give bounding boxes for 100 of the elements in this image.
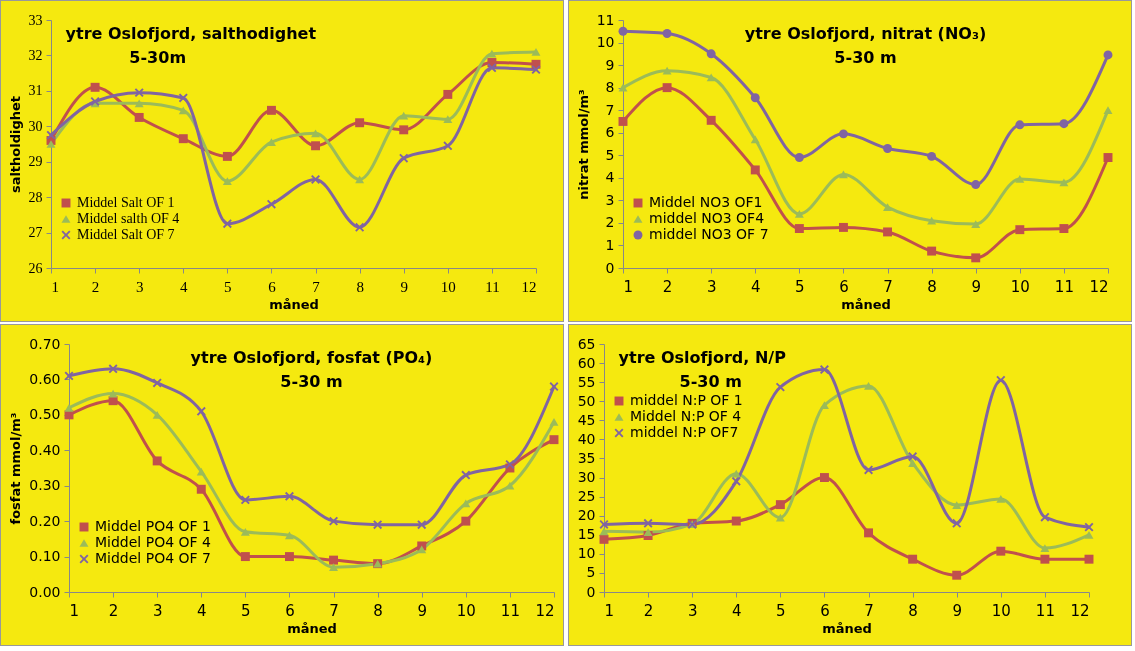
y-tick-label: 29 bbox=[28, 154, 43, 170]
x-tick-label: 7 bbox=[864, 601, 874, 620]
x-tick-label: 1 bbox=[623, 277, 634, 296]
y-tick-label: 65 bbox=[577, 335, 596, 352]
chart-title: ytre Oslofjord, N/P bbox=[618, 348, 787, 367]
y-tick-label: 25 bbox=[577, 488, 596, 505]
y-tick-label: 35 bbox=[577, 449, 596, 466]
y-tick-label: 50 bbox=[577, 392, 596, 409]
y-tick-label: 33 bbox=[28, 12, 43, 28]
y-tick-label: 0 bbox=[586, 583, 596, 600]
y-tick-label: 0.40 bbox=[29, 441, 61, 458]
x-tick-label: 10 bbox=[456, 601, 476, 620]
x-tick-label: 12 bbox=[535, 601, 555, 620]
x-tick-label: 7 bbox=[312, 278, 321, 295]
y-tick-label: 5 bbox=[586, 564, 596, 581]
x-tick-label: 4 bbox=[180, 278, 189, 295]
x-tick-label: 4 bbox=[732, 601, 742, 620]
x-tick-label: 5 bbox=[241, 601, 251, 620]
y-tick-label: 0.00 bbox=[29, 583, 61, 600]
legend-label: Middel NO3 OF1 bbox=[649, 194, 763, 210]
x-tick-label: 8 bbox=[908, 601, 918, 620]
legend-label: middel NO3 OF 7 bbox=[649, 226, 769, 242]
x-tick-label: 12 bbox=[521, 278, 537, 295]
text: 5-30m bbox=[129, 48, 187, 67]
y-tick-label: 40 bbox=[577, 430, 596, 447]
y-tick-label: 28 bbox=[28, 189, 43, 205]
legend-label: Middel PO4 OF 4 bbox=[95, 534, 212, 550]
y-tick-label: 0.10 bbox=[29, 548, 61, 565]
y-tick-label: 6 bbox=[605, 124, 615, 141]
y-tick-label: 32 bbox=[28, 47, 43, 63]
x-tick-label: 10 bbox=[1010, 277, 1030, 296]
x-tick-label: 4 bbox=[197, 601, 207, 620]
y-tick-label: 0.70 bbox=[29, 335, 61, 352]
legend-label: Middel PO4 OF 7 bbox=[95, 550, 211, 566]
legend-label: middel NO3 OF4 bbox=[649, 210, 765, 226]
x-tick-label: 5 bbox=[224, 278, 232, 295]
x-tick-label: 3 bbox=[135, 278, 144, 295]
legend-label: Middel N:P OF 4 bbox=[630, 408, 742, 424]
y-tick-label: 5 bbox=[605, 146, 615, 163]
x-tick-label: 9 bbox=[417, 601, 427, 620]
y-tick-label: 31 bbox=[28, 83, 43, 99]
x-tick-label: 11 bbox=[500, 601, 520, 620]
x-tick-label: 7 bbox=[883, 277, 893, 296]
x-tick-label: 8 bbox=[927, 277, 937, 296]
y-axis-title: fosfat mmol/m³ bbox=[8, 412, 24, 525]
chart-title: ytre Oslofjord, nitrat (NO₃) bbox=[744, 24, 987, 43]
y-tick-label: 3 bbox=[605, 191, 615, 208]
x-tick-label: 3 bbox=[687, 601, 698, 620]
y-tick-label: 2 bbox=[605, 214, 615, 231]
x-axis-title: måned bbox=[822, 620, 872, 636]
y-tick-label: 60 bbox=[577, 354, 596, 371]
y-tick-label: 11 bbox=[596, 11, 615, 28]
y-tick-label: 20 bbox=[577, 507, 596, 524]
legend-label: middel N:P OF 1 bbox=[630, 392, 743, 408]
y-tick-label: 0 bbox=[605, 259, 615, 276]
x-tick-label: 11 bbox=[485, 278, 500, 295]
y-tick-label: 9 bbox=[605, 56, 615, 73]
x-tick-label: 6 bbox=[839, 277, 849, 296]
x-tick-label: 12 bbox=[1089, 277, 1109, 296]
x-tick-label: 2 bbox=[643, 601, 654, 620]
y-tick-label: 45 bbox=[577, 411, 596, 428]
y-tick-label: 10 bbox=[596, 34, 615, 51]
legend-label: Middel PO4 OF 1 bbox=[95, 518, 211, 534]
y-tick-label: 0.50 bbox=[29, 406, 61, 423]
chart-title: ytre Oslofjord, fosfat (PO₄) bbox=[190, 348, 433, 367]
y-tick-label: 26 bbox=[28, 260, 43, 276]
y-axis-title: nitrat mmol/m³ bbox=[575, 89, 591, 200]
x-axis-title: måned bbox=[269, 296, 319, 312]
x-tick-label: 2 bbox=[662, 277, 673, 296]
x-axis-title: måned bbox=[841, 296, 891, 312]
x-tick-label: 6 bbox=[285, 601, 295, 620]
x-tick-label: 3 bbox=[706, 277, 717, 296]
legend-label: Middel Salt OF 1 bbox=[77, 195, 175, 210]
y-tick-label: 30 bbox=[577, 469, 596, 486]
legend-label: middel N:P OF7 bbox=[630, 424, 739, 440]
legend-label: Middel salth OF 4 bbox=[77, 211, 180, 226]
text: 5-30 m bbox=[834, 48, 897, 67]
x-tick-label: 8 bbox=[356, 278, 364, 295]
x-tick-label: 7 bbox=[329, 601, 339, 620]
legend-label: Middel Salt OF 7 bbox=[77, 227, 175, 242]
x-tick-label: 5 bbox=[795, 277, 805, 296]
x-tick-label: 1 bbox=[69, 601, 80, 620]
y-tick-label: 10 bbox=[577, 545, 596, 562]
y-tick-label: 0.60 bbox=[29, 370, 61, 387]
text: 5-30 m bbox=[280, 372, 343, 391]
y-tick-label: 30 bbox=[28, 118, 43, 134]
y-tick-label: 7 bbox=[605, 101, 615, 118]
y-tick-label: 15 bbox=[577, 526, 596, 543]
x-tick-label: 10 bbox=[991, 601, 1011, 620]
y-tick-label: 4 bbox=[605, 169, 615, 186]
y-tick-label: 1 bbox=[605, 236, 615, 253]
x-axis-title: måned bbox=[287, 620, 337, 636]
x-tick-label: 3 bbox=[152, 601, 163, 620]
y-tick-label: 27 bbox=[28, 225, 43, 241]
y-tick-label: 0.30 bbox=[29, 477, 61, 494]
y-tick-label: 0.20 bbox=[29, 512, 61, 529]
x-tick-label: 2 bbox=[91, 278, 100, 295]
x-tick-label: 8 bbox=[373, 601, 383, 620]
x-tick-label: 4 bbox=[751, 277, 761, 296]
x-tick-label: 9 bbox=[952, 601, 962, 620]
